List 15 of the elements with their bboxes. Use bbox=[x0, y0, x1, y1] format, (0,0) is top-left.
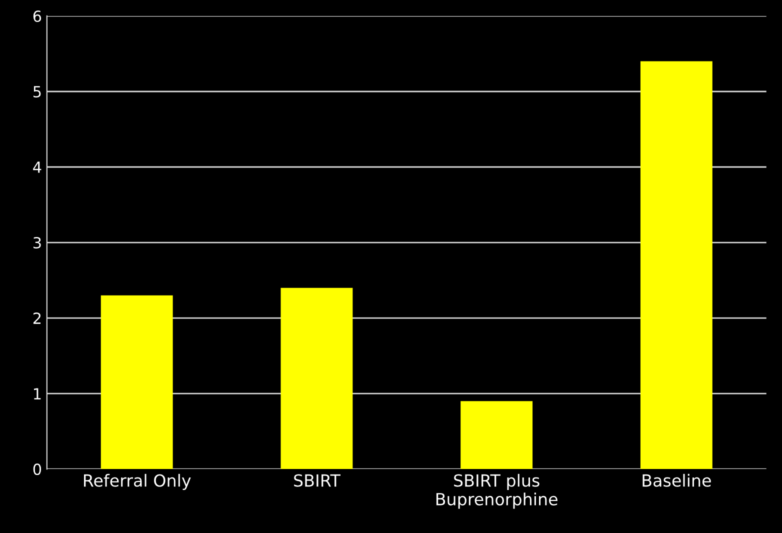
x-tick-label: SBIRT bbox=[294, 474, 340, 487]
x-tick-label: Baseline bbox=[642, 474, 711, 487]
y-tick-label: 3 bbox=[34, 236, 41, 249]
y-tick-label: 0 bbox=[33, 464, 42, 476]
x-tick-label: SBIRT plus Buprenorphine bbox=[436, 474, 558, 509]
bar bbox=[640, 61, 712, 470]
bar bbox=[100, 295, 173, 470]
y-tick-label: 5 bbox=[34, 86, 41, 98]
bar bbox=[280, 288, 353, 470]
y-tick-label: 2 bbox=[33, 312, 41, 324]
y-tick-label: 1 bbox=[34, 388, 41, 400]
x-tick-label: Referral Only bbox=[84, 474, 191, 490]
bar bbox=[460, 401, 533, 470]
y-tick-label: 4 bbox=[33, 162, 42, 173]
y-tick-label: 6 bbox=[33, 10, 42, 22]
